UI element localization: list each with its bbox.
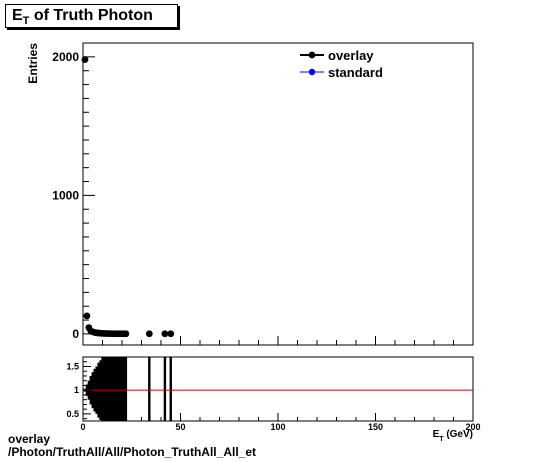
x-tick-label: 50 [175, 422, 185, 432]
legend-overlay-label: overlay [328, 48, 374, 63]
overlay-data-point [161, 330, 169, 338]
x-tick-label: 100 [270, 422, 285, 432]
footer-line-1: overlay [8, 432, 51, 446]
x-tick-label: 200 [465, 422, 480, 432]
legend-standard-marker [308, 68, 316, 76]
y-tick-label: 2000 [52, 50, 79, 64]
overlay-data-point [145, 330, 153, 338]
legend-standard-label: standard [328, 65, 383, 80]
y-tick-label: 0 [72, 327, 79, 341]
overlay-data-point [83, 312, 91, 320]
overlay-data-point [167, 330, 175, 338]
ratio-y-tick-label: 0.5 [66, 409, 79, 419]
x-axis-label: ET (GeV) [433, 429, 473, 443]
ratio-plot-frame [82, 356, 474, 422]
overlay-data-point [122, 330, 130, 338]
chart-title: ET of Truth Photon [12, 7, 153, 28]
top-plot-frame [82, 42, 474, 346]
ratio-y-tick-label: 1.5 [66, 361, 79, 371]
y-axis-label: Entries [26, 43, 40, 84]
legend-overlay-marker [308, 51, 316, 59]
x-tick-label: 0 [80, 422, 85, 432]
footer-caption: overlay /Photon/TruthAll/All/Photon_Trut… [8, 433, 256, 459]
y-tick-label: 1000 [52, 188, 79, 202]
overlay-data-point [81, 56, 89, 64]
chart-title-box: ET of Truth Photon [5, 4, 178, 28]
x-tick-label: 150 [368, 422, 383, 432]
footer-line-2: /Photon/TruthAll/All/Photon_TruthAll_All… [8, 445, 256, 459]
ratio-y-tick-label: 1 [74, 385, 79, 395]
